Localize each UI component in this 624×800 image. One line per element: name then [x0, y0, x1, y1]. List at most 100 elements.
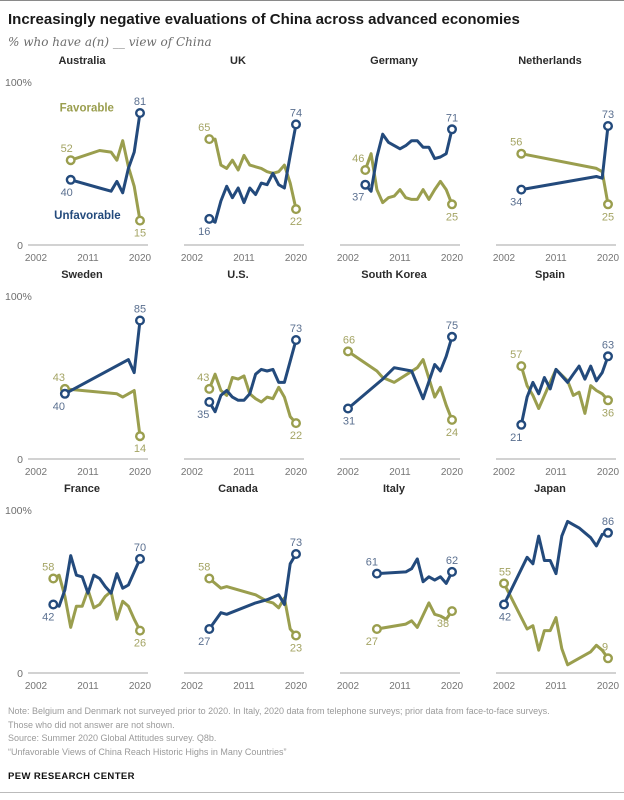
- favorable-start-point: [499, 578, 510, 589]
- panel-plot-area: 100% 0 52 40 81 15 Favorable Unfavorable: [5, 77, 148, 252]
- x-axis-tick-labels: 2002 2011 2020: [468, 681, 624, 695]
- x-axis-tick-labels: 2002 2011 2020: [0, 467, 156, 481]
- x-tick-2011: 2011: [77, 253, 99, 264]
- bottom-rule: [0, 792, 624, 793]
- x-tick-2011: 2011: [233, 467, 255, 478]
- pew-research-center-wordmark: PEW RESEARCH CENTER: [8, 771, 135, 782]
- x-tick-2020: 2020: [440, 681, 464, 692]
- footnote-line-1: Note: Belgium and Denmark not surveyed p…: [8, 706, 550, 716]
- unfavorable-start-point: [499, 599, 510, 610]
- x-axis-tick-labels: 2002 2011 2020: [312, 253, 468, 267]
- data-point-value-label: 74: [290, 107, 302, 119]
- unfavorable-line: [346, 335, 454, 410]
- data-point-value-label: 37: [352, 192, 364, 204]
- report-title-line: “Unfavorable Views of China Reach Histor…: [8, 746, 287, 757]
- legend-label-favorable: Favorable: [60, 102, 114, 114]
- favorable-end-point: [290, 630, 301, 641]
- x-tick-2002: 2002: [492, 467, 516, 478]
- favorable-start-point: [204, 573, 215, 584]
- data-point-value-label: 25: [602, 211, 614, 223]
- data-point-value-label: 70: [134, 542, 146, 554]
- favorable-end-point: [134, 431, 145, 442]
- unfavorable-end-point: [134, 108, 145, 119]
- data-point-value-label: 71: [446, 112, 458, 124]
- chart-panel-netherlands: Netherlands 56 34 73 25 2002 2011 2020: [468, 53, 624, 267]
- unfavorable-start-point: [343, 403, 354, 414]
- favorable-line: [69, 139, 142, 223]
- unfavorable-start-point: [204, 213, 215, 224]
- unfavorable-line: [51, 554, 142, 608]
- favorable-end-point: [290, 204, 301, 215]
- x-tick-2002: 2002: [336, 467, 360, 478]
- panel-plot-area: 100% 0 43 40 85 14: [5, 291, 148, 466]
- data-point-value-label: 40: [53, 401, 65, 413]
- x-tick-2002: 2002: [180, 253, 204, 264]
- unfavorable-start-point: [59, 388, 70, 399]
- x-axis-tick-labels: 2002 2011 2020: [156, 253, 312, 267]
- data-point-value-label: 75: [446, 320, 458, 332]
- x-axis-tick-labels: 2002 2011 2020: [468, 467, 624, 481]
- favorable-end-point: [290, 418, 301, 429]
- data-point-value-label: 73: [602, 109, 614, 121]
- unfavorable-start-point: [204, 623, 215, 634]
- favorable-start-point: [343, 346, 354, 357]
- data-point-value-label: 27: [198, 636, 210, 648]
- favorable-end-point: [134, 625, 145, 636]
- x-tick-2011: 2011: [389, 467, 411, 478]
- x-tick-2002: 2002: [336, 681, 360, 692]
- x-tick-2002: 2002: [180, 467, 204, 478]
- unfavorable-end-point: [602, 527, 613, 538]
- chart-panel-south-korea: South Korea 66 31 75 24 2002 2011 2020: [312, 267, 468, 481]
- chart-panel-france: France 100% 0 58 42 70 26 2002 2011 2020: [0, 481, 156, 695]
- unfavorable-line: [363, 127, 454, 193]
- chart-header: Increasingly negative evaluations of Chi…: [0, 1, 624, 49]
- data-point-value-label: 58: [198, 562, 210, 574]
- x-axis-tick-labels: 2002 2011 2020: [468, 253, 624, 267]
- panel-plot-area: 43 35 73 22: [184, 323, 304, 460]
- unfavorable-start-point: [65, 174, 76, 185]
- top-rule: [0, 0, 624, 1]
- unfavorable-start-point: [516, 419, 527, 430]
- favorable-end-point: [446, 199, 457, 210]
- x-axis-tick-labels: 2002 2011 2020: [0, 253, 156, 267]
- chart-panel-italy: Italy 61 27 62 38 2002 2011 2020: [312, 481, 468, 695]
- favorable-end-point: [134, 215, 145, 226]
- y-axis-100-label: 100%: [5, 291, 32, 303]
- unfavorable-start-point: [204, 396, 215, 407]
- x-tick-2020: 2020: [596, 467, 620, 478]
- data-point-value-label: 14: [134, 443, 146, 455]
- footnote-line-2: Those who did not answer are not shown.: [8, 719, 175, 730]
- unfavorable-end-point: [134, 553, 145, 564]
- x-axis-tick-labels: 2002 2011 2020: [156, 681, 312, 695]
- x-tick-2011: 2011: [77, 681, 99, 692]
- x-tick-2011: 2011: [389, 681, 411, 692]
- chart-subtitle: % who have a(n) __ view of China: [8, 35, 212, 49]
- x-tick-2020: 2020: [596, 681, 620, 692]
- favorable-end-point: [602, 395, 613, 406]
- data-point-value-label: 25: [446, 211, 458, 223]
- panel-country-title: Japan: [534, 483, 566, 495]
- y-axis-100-label: 100%: [5, 505, 32, 517]
- unfavorable-start-point: [516, 184, 527, 195]
- x-tick-2002: 2002: [180, 681, 204, 692]
- unfavorable-end-point: [602, 121, 613, 132]
- x-tick-2011: 2011: [389, 253, 411, 264]
- x-tick-2011: 2011: [545, 467, 567, 478]
- data-point-value-label: 46: [352, 153, 364, 165]
- x-tick-2020: 2020: [128, 681, 152, 692]
- chart-panel-canada: Canada 58 27 73 23 2002 2011 2020: [156, 481, 312, 695]
- panel-plot-area: 61 27 62 38: [340, 555, 460, 674]
- unfavorable-end-point: [446, 566, 457, 577]
- y-axis-0-label: 0: [17, 240, 23, 252]
- x-tick-2002: 2002: [492, 253, 516, 264]
- x-tick-2020: 2020: [596, 253, 620, 264]
- chart-panel-spain: Spain 57 21 63 36 2002 2011 2020: [468, 267, 624, 481]
- data-point-value-label: 31: [343, 416, 355, 428]
- panel-plot-area: 55 42 86 9: [496, 516, 616, 674]
- x-tick-2011: 2011: [233, 681, 255, 692]
- favorable-start-point: [371, 623, 382, 634]
- favorable-start-point: [48, 573, 59, 584]
- favorable-start-point: [516, 148, 527, 159]
- data-point-value-label: 56: [510, 137, 522, 149]
- panel-plot-area: 57 21 63 36: [496, 339, 616, 460]
